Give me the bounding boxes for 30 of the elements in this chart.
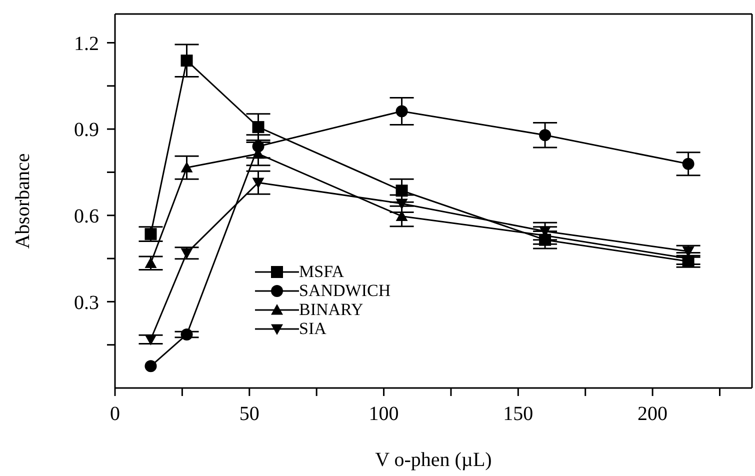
y-tick-label: 0.6 xyxy=(74,205,99,228)
x-tick-label: 50 xyxy=(239,403,260,426)
x-axis-title: V o-phen (µL) xyxy=(375,449,492,471)
point xyxy=(180,328,193,340)
y-tick-label: 0.3 xyxy=(74,292,99,314)
point xyxy=(682,158,694,170)
point xyxy=(180,162,193,172)
point xyxy=(144,360,157,372)
point xyxy=(252,121,264,134)
point xyxy=(396,198,408,210)
x-tick-label: 150 xyxy=(503,403,534,426)
x-tick-label: 100 xyxy=(368,403,399,426)
point xyxy=(144,257,157,268)
y-tick-label: 0.9 xyxy=(74,119,99,142)
point xyxy=(144,228,157,240)
y-tick-label: 1.2 xyxy=(74,32,99,55)
point xyxy=(180,248,193,260)
legend-label: SIA xyxy=(299,318,326,338)
legend-label: SANDWICH xyxy=(299,280,391,300)
point xyxy=(144,334,157,346)
point xyxy=(396,184,408,197)
x-tick-label: 200 xyxy=(638,403,668,426)
x-tick-label: 0 xyxy=(110,403,120,426)
y-axis-title: Absorbance xyxy=(12,153,34,249)
point xyxy=(252,178,264,189)
point xyxy=(539,129,552,142)
point xyxy=(396,105,408,118)
point xyxy=(180,54,193,67)
legend-label: BINARY xyxy=(299,300,364,320)
legend-label: MSFA xyxy=(299,262,344,282)
